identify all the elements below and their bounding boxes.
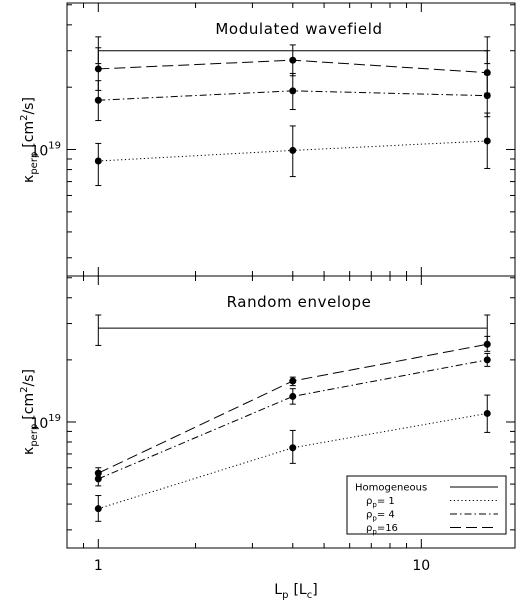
series-dashed (94, 44, 491, 94)
data-point (483, 409, 491, 417)
y-axis-label-top: κperp[cm2/s] (19, 97, 40, 183)
series-line (98, 412, 488, 510)
data-point (94, 96, 102, 104)
y-axis-label-bottom: κperp[cm2/s] (19, 369, 40, 455)
data-point (94, 65, 102, 73)
chart-panel-1: 1019 Modulated wavefield (30, 2, 516, 277)
series-dashdot (94, 352, 491, 487)
chart-title: Modulated wavefield (215, 20, 382, 38)
y-tick-label: 1019 (30, 413, 61, 432)
legend-label: ρp=16 (366, 523, 398, 536)
series-dotted (94, 112, 491, 187)
data-point (483, 92, 491, 100)
data-point (289, 56, 297, 64)
data-point (483, 137, 491, 145)
data-point (289, 392, 297, 400)
data-point (94, 505, 102, 513)
chart-title: Random envelope (227, 293, 372, 311)
x-tick-label: 1 (94, 558, 103, 574)
data-point (483, 356, 491, 364)
data-point (483, 340, 491, 348)
data-point (289, 87, 297, 95)
data-point (94, 157, 102, 165)
series-dashdot (94, 72, 491, 122)
data-point (289, 377, 297, 385)
series-dashed (94, 335, 491, 478)
legend-label: ρp= 4 (366, 510, 395, 523)
plot-frame (66, 275, 516, 549)
legend-box (346, 475, 507, 535)
x-tick-label: 10 (412, 558, 430, 574)
data-point (289, 444, 297, 452)
data-point (94, 469, 102, 477)
series-dotted (94, 394, 491, 522)
series-solid (95, 314, 491, 346)
x-axis-label: Lp [Lc] (274, 582, 317, 600)
data-point (483, 69, 491, 77)
data-point (289, 146, 297, 154)
legend: Homogeneous ρp= 1ρp= 4ρp=16 (346, 475, 507, 536)
y-tick-label: 1019 (30, 141, 61, 160)
plot-frame (66, 2, 516, 277)
legend-label: ρp= 1 (366, 496, 395, 509)
legend-label: Homogeneous (355, 483, 427, 494)
